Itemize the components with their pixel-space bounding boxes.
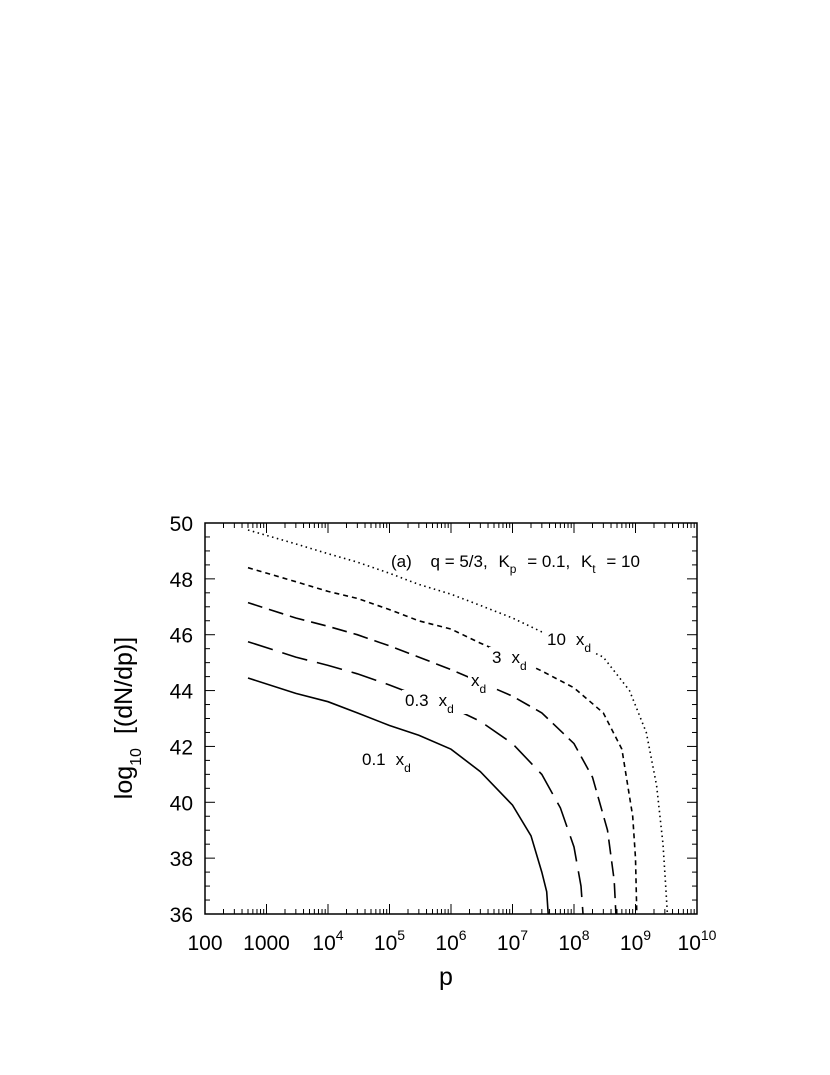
series-lines [247,529,669,915]
series-0.1xd-line [247,677,549,915]
y-tick-label: 38 [170,848,193,871]
x-tick-labels: 100 1000 104 105 106 107 108 109 1010 [187,927,716,955]
x-tick-label: 107 [497,927,528,955]
y-tick-label: 40 [170,792,193,815]
y-tick-label: 42 [170,736,193,759]
series-label: 10 xd [547,630,591,655]
chart-annotation: (a) q = 5/3, Kp = 0.1, Kt = 10 [391,552,640,577]
y-tick-label: 50 [170,513,193,536]
x-tick-label: 106 [435,927,466,955]
x-tick-label: 100 [187,932,222,955]
series-label: 3 xd [492,648,527,673]
series-label-bg [468,670,494,694]
x-tick-label: 1010 [678,927,717,955]
series-labels: 0.1 xd 0.3 xd xd3 xd 10 xd [359,629,600,775]
series-label-bg [489,647,535,671]
x-axis-label: p [439,963,453,991]
y-tick-label: 44 [170,681,194,704]
series-label: 0.3 xd [405,691,454,716]
x-tick-label: 108 [558,927,589,955]
series-label: xd [471,671,486,696]
x-tick-label: 1000 [243,932,290,955]
series-10xd-line [247,529,669,915]
series-label-bg [544,629,600,653]
y-tick-label: 48 [170,569,193,592]
series-label: 0.1 xd [362,750,411,775]
series-label-bg [359,749,425,773]
y-tick-label: 46 [170,625,193,648]
y-tick-labels: 36 38 40 42 44 46 48 50 [170,513,194,927]
series-3xd-line [247,566,638,915]
y-tick-label: 36 [170,904,193,927]
x-tick-label: 105 [374,927,405,955]
x-tick-label: 109 [620,927,651,955]
series-0.3xd-line [247,640,584,915]
y-axis-label: log10[(dN/dp)] [110,637,145,799]
plot-frame [204,522,698,915]
tick-marks [204,522,697,915]
x-tick-label: 104 [312,927,343,955]
series-label-bg [402,690,468,714]
